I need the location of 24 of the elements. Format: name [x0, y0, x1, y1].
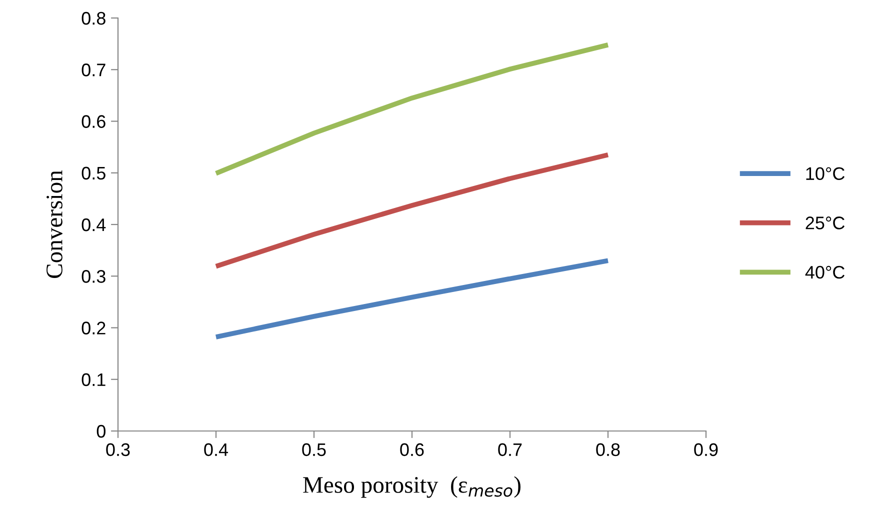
legend-label: 10°C	[806, 167, 845, 180]
y-tick-label: 0.2	[82, 322, 106, 334]
x-tick-label: 0.7	[498, 443, 522, 456]
legend-label: 25°C	[806, 216, 845, 230]
x-axis-title: Meso porosity (ε$_{meso}$)	[303, 476, 520, 498]
y-tick-label: 0.4	[82, 218, 106, 232]
x-tick-label: 0.9	[694, 443, 718, 456]
x-tick-label: 0.4	[204, 443, 228, 456]
line-series	[214, 42, 610, 176]
legend-label: 40°C	[805, 266, 845, 279]
y-tick-label: 0.1	[82, 373, 106, 386]
x-tick-label: 0.3	[106, 443, 130, 456]
y-tick-label: 0.3	[82, 270, 106, 283]
line-series	[214, 152, 610, 269]
y-tick-label: 0.5	[82, 166, 106, 180]
y-tick-label: 0	[96, 424, 106, 438]
line-series	[214, 258, 610, 340]
x-tick-label: 0.5	[302, 443, 326, 456]
y-tick-label: 0.6	[82, 115, 106, 128]
y-tick-label: 0.7	[82, 64, 106, 76]
y-tick-label: 0.8	[82, 12, 106, 25]
x-tick-label: 0.6	[400, 443, 424, 456]
y-axis-title: Conversion	[46, 170, 62, 278]
x-tick-label: 0.8	[596, 443, 620, 456]
